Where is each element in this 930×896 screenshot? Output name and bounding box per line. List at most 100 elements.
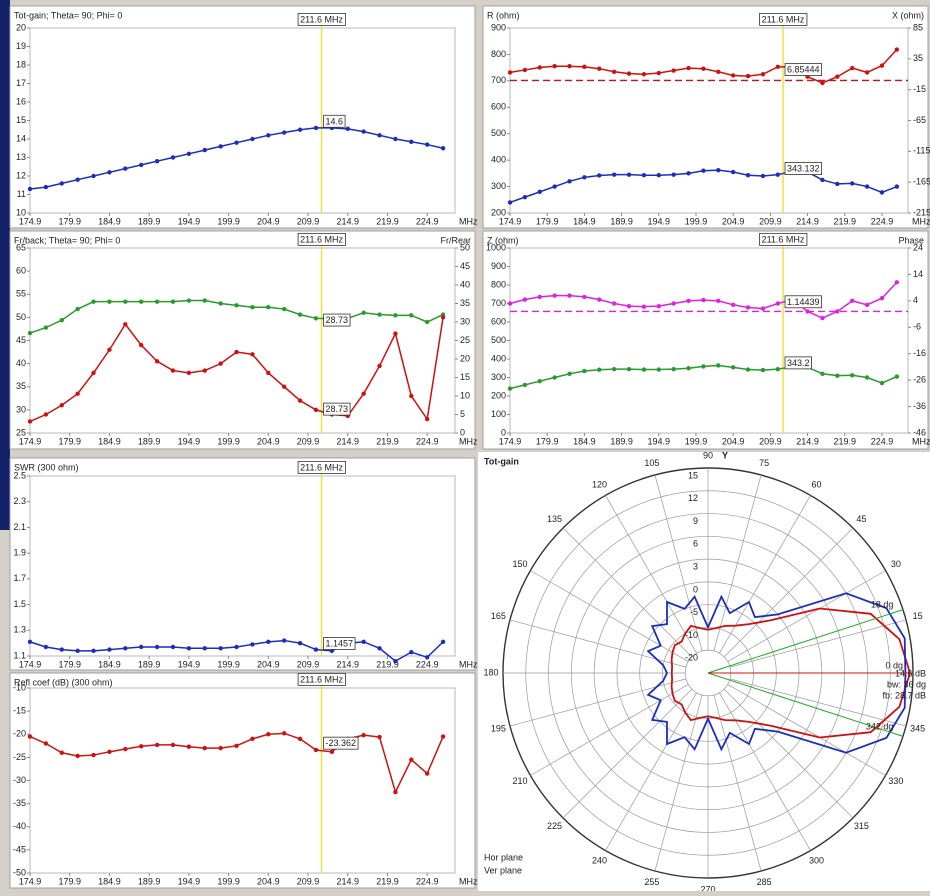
data-point bbox=[59, 181, 64, 186]
y-tick-label: 45 bbox=[16, 335, 26, 345]
y-tick-label: 17 bbox=[16, 78, 26, 88]
data-point bbox=[611, 69, 617, 74]
x-tick-label: 209.9 bbox=[759, 216, 782, 226]
y2-tick-label: 35 bbox=[460, 298, 470, 308]
data-point bbox=[745, 173, 751, 178]
angle-label: 255 bbox=[644, 877, 659, 887]
data-point bbox=[611, 301, 617, 306]
x-tick-label: 194.9 bbox=[178, 436, 201, 446]
data-point bbox=[850, 65, 855, 71]
y-tick-label: 100 bbox=[491, 409, 506, 419]
marker-label: 18 dg bbox=[871, 599, 894, 609]
data-point bbox=[730, 73, 736, 78]
data-point bbox=[297, 398, 303, 403]
data-point bbox=[313, 647, 319, 652]
data-point bbox=[522, 194, 528, 200]
data-point bbox=[716, 363, 721, 368]
data-point bbox=[409, 393, 414, 399]
angle-label: 150 bbox=[513, 559, 528, 569]
y-tick-label: 1.3 bbox=[13, 625, 26, 635]
data-point bbox=[202, 298, 207, 303]
data-point bbox=[537, 294, 542, 300]
data-point bbox=[656, 173, 661, 178]
y2-tick-label: 14 bbox=[913, 269, 923, 279]
data-point bbox=[597, 66, 602, 71]
data-point bbox=[552, 64, 557, 69]
data-point bbox=[154, 299, 160, 304]
x-tick-label: 209.9 bbox=[297, 216, 320, 226]
spoke bbox=[562, 527, 693, 658]
data-point bbox=[820, 80, 825, 86]
data-point bbox=[552, 375, 557, 380]
data-point bbox=[424, 771, 430, 776]
y-tick-label: 11 bbox=[17, 189, 26, 199]
y-tick-label: -25 bbox=[13, 752, 26, 762]
data-point bbox=[864, 184, 870, 189]
data-point bbox=[27, 419, 33, 424]
y-tick-label: 300 bbox=[491, 181, 506, 191]
x-tick-label: 219.9 bbox=[834, 216, 857, 226]
angle-label: 315 bbox=[854, 821, 869, 831]
x-tick-label: 184.9 bbox=[573, 436, 596, 446]
angle-label: 30 bbox=[891, 559, 901, 569]
data-point bbox=[154, 742, 160, 748]
plot-area bbox=[29, 27, 456, 214]
cursor-value-label: 343.132 bbox=[787, 164, 820, 174]
data-point bbox=[75, 177, 80, 182]
data-point bbox=[567, 64, 572, 69]
data-point bbox=[864, 70, 870, 75]
y-tick-label: 1.7 bbox=[13, 573, 26, 583]
data-point bbox=[537, 189, 542, 195]
angle-label: 270 bbox=[700, 884, 715, 891]
annotation: bw: 36 dg bbox=[887, 679, 926, 689]
y-axis-label: Z (ohm) bbox=[487, 235, 519, 245]
cursor-label-box bbox=[297, 460, 346, 474]
data-point bbox=[297, 736, 303, 742]
x-tick-label: 219.9 bbox=[376, 659, 399, 669]
data-point bbox=[282, 384, 287, 389]
x-tick-label: 224.9 bbox=[416, 216, 439, 226]
data-point bbox=[393, 313, 398, 318]
data-point bbox=[440, 639, 446, 645]
data-point bbox=[361, 732, 366, 738]
x-tick-label: 214.9 bbox=[336, 436, 359, 446]
y-tick-label: 700 bbox=[491, 298, 506, 308]
y-tick-label: 300 bbox=[491, 372, 506, 382]
y-tick-label: 10 bbox=[16, 207, 26, 217]
data-point bbox=[123, 299, 128, 304]
data-point bbox=[775, 366, 781, 372]
data-point bbox=[597, 367, 602, 372]
angle-label: 45 bbox=[856, 514, 866, 524]
y2-tick-label: 15 bbox=[460, 372, 470, 382]
y-tick-label: 2.1 bbox=[13, 522, 26, 532]
data-point bbox=[123, 746, 128, 752]
x-tick-label: 184.9 bbox=[573, 216, 596, 226]
data-point bbox=[139, 744, 144, 749]
data-point bbox=[671, 366, 676, 372]
x-tick-label: 224.9 bbox=[416, 876, 439, 886]
data-point bbox=[139, 299, 144, 304]
x-tick-label: 209.9 bbox=[759, 436, 782, 446]
y-tick-label: 50 bbox=[16, 312, 26, 322]
data-point bbox=[894, 47, 900, 52]
y-tick-label: -45 bbox=[13, 844, 26, 854]
legend-entry: Hor plane bbox=[484, 852, 523, 862]
data-point bbox=[641, 173, 647, 178]
data-point bbox=[91, 648, 96, 654]
data-point bbox=[835, 309, 840, 314]
data-point bbox=[409, 649, 414, 655]
data-point bbox=[424, 142, 430, 147]
spoke bbox=[605, 692, 697, 851]
y-tick-label: 18 bbox=[16, 59, 26, 69]
x-tick-label: 179.9 bbox=[536, 216, 559, 226]
data-point bbox=[297, 640, 303, 646]
data-point bbox=[522, 297, 528, 302]
side-strip bbox=[0, 0, 10, 530]
x-axis-unit: MHz bbox=[459, 876, 478, 886]
x-tick-label: 184.9 bbox=[98, 876, 121, 886]
data-point bbox=[43, 325, 49, 330]
y-tick-label: 60 bbox=[16, 266, 26, 276]
data-point bbox=[266, 133, 271, 138]
data-point bbox=[266, 732, 271, 737]
data-point bbox=[266, 370, 271, 376]
